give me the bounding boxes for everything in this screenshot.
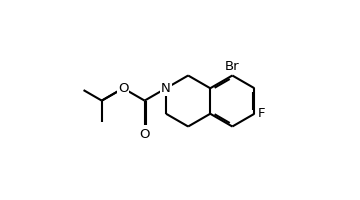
Text: O: O xyxy=(139,128,150,141)
Text: F: F xyxy=(258,107,265,120)
Text: O: O xyxy=(118,82,129,95)
Text: Br: Br xyxy=(225,60,240,73)
Text: N: N xyxy=(161,82,171,95)
